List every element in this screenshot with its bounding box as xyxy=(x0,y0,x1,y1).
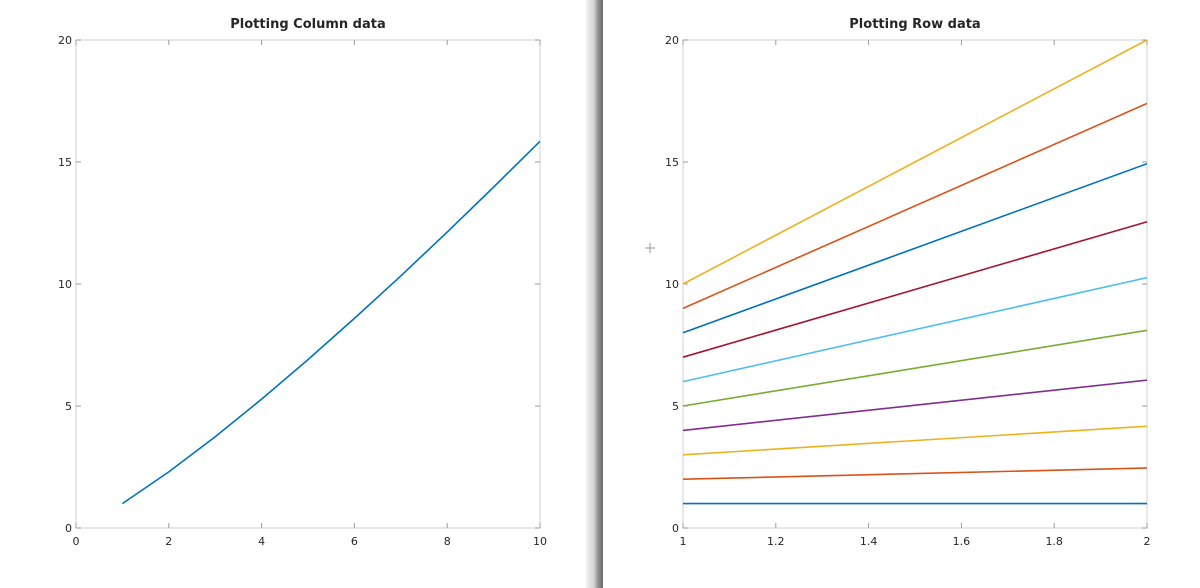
panel-divider[interactable] xyxy=(586,0,603,588)
x-tick-label: 1 xyxy=(680,535,687,548)
y-tick-label: 0 xyxy=(672,522,679,535)
chart-title: Plotting Row data xyxy=(849,17,980,32)
y-tick-label: 15 xyxy=(58,156,72,169)
series-group xyxy=(121,140,541,505)
chart-title: Plotting Column data xyxy=(230,17,385,32)
y-tick-label: 20 xyxy=(665,34,679,47)
crosshair-cursor-icon xyxy=(645,243,655,253)
series-line-2 xyxy=(682,467,1148,480)
y-tick-label: 5 xyxy=(65,400,72,413)
y-tick-label: 0 xyxy=(65,522,72,535)
row-data-chart: Plotting Row data 1 1.2 1.4 1.6 1.8 2 0 5 10 15 2… xyxy=(665,17,1151,548)
x-ticks: 0 2 4 6 8 10 xyxy=(73,40,547,548)
y-ticks: 0 5 10 15 20 xyxy=(58,34,540,535)
y-tick-label: 20 xyxy=(58,34,72,47)
y-tick-label: 15 xyxy=(665,156,679,169)
x-tick-label: 1.8 xyxy=(1045,535,1063,548)
series-line-1 xyxy=(121,140,541,505)
series-line-3 xyxy=(682,425,1148,456)
x-tick-label: 2 xyxy=(165,535,172,548)
x-tick-label: 4 xyxy=(258,535,265,548)
series-line-10 xyxy=(682,39,1148,285)
series-line-6 xyxy=(682,276,1148,383)
x-tick-label: 1.2 xyxy=(767,535,785,548)
column-data-chart: Plotting Column data 0 2 4 6 8 10 0 5 10 15 20 xyxy=(58,17,547,548)
y-tick-label: 10 xyxy=(665,278,679,291)
x-tick-label: 6 xyxy=(351,535,358,548)
series-line-5 xyxy=(682,329,1148,407)
series-line-4 xyxy=(682,379,1148,432)
x-tick-label: 10 xyxy=(533,535,547,548)
x-tick-label: 1.4 xyxy=(860,535,878,548)
y-ticks: 0 5 10 15 20 xyxy=(665,34,1147,535)
series-line-9 xyxy=(682,102,1148,310)
y-tick-label: 5 xyxy=(672,400,679,413)
x-tick-label: 8 xyxy=(444,535,451,548)
x-tick-label: 1.6 xyxy=(953,535,971,548)
x-tick-label: 0 xyxy=(73,535,80,548)
series-line-8 xyxy=(682,162,1148,334)
x-tick-label: 2 xyxy=(1144,535,1151,548)
series-line-7 xyxy=(682,221,1148,358)
series-group xyxy=(682,39,1148,505)
y-tick-label: 10 xyxy=(58,278,72,291)
axes-box xyxy=(75,39,541,529)
figure-panel-left xyxy=(0,0,586,588)
axes-box xyxy=(682,39,1148,529)
x-ticks: 1 1.2 1.4 1.6 1.8 2 xyxy=(680,40,1151,548)
